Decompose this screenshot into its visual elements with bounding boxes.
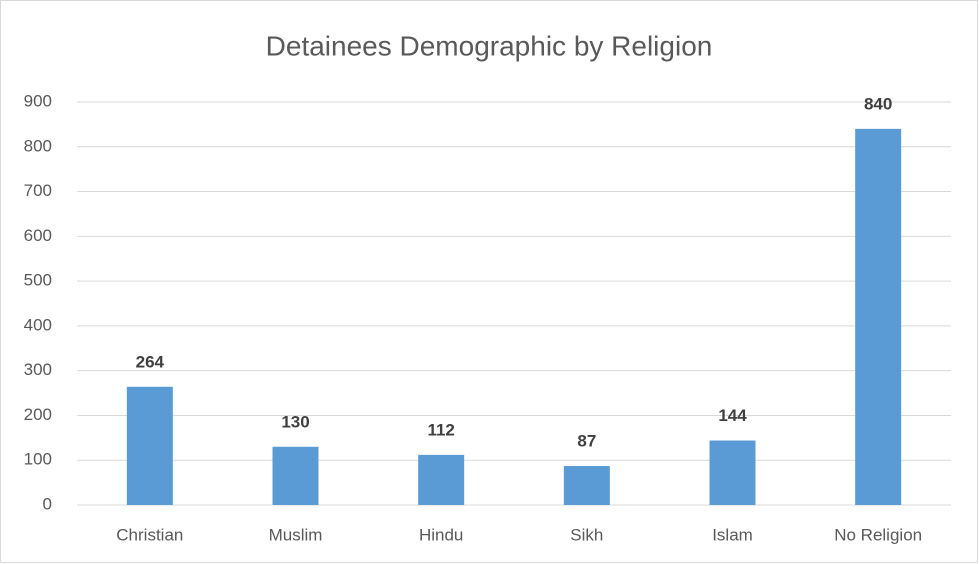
- y-tick-label: 800: [24, 136, 52, 155]
- x-tick-label: Sikh: [570, 525, 603, 544]
- x-tick-label: Muslim: [269, 525, 323, 544]
- y-tick-label: 600: [24, 226, 52, 245]
- bar: [563, 466, 610, 505]
- bar: [709, 440, 756, 505]
- x-tick-label: Christian: [116, 525, 183, 544]
- bar: [126, 386, 173, 505]
- x-tick-label: Hindu: [419, 525, 463, 544]
- y-tick-label: 700: [24, 181, 52, 200]
- y-tick-label: 900: [24, 91, 52, 110]
- y-tick-label: 0: [43, 494, 52, 513]
- y-tick-label: 100: [24, 450, 52, 469]
- data-label: 264: [136, 352, 165, 371]
- y-tick-label: 200: [24, 405, 52, 424]
- chart-title: Detainees Demographic by Religion: [266, 30, 713, 61]
- x-tick-label: No Religion: [834, 525, 922, 544]
- data-label: 840: [864, 94, 892, 113]
- data-label: 144: [718, 406, 747, 425]
- bar: [272, 446, 319, 505]
- y-tick-label: 300: [24, 360, 52, 379]
- bar: [855, 128, 902, 505]
- data-label: 112: [427, 420, 454, 439]
- data-label: 130: [281, 412, 309, 431]
- data-label: 87: [577, 432, 596, 451]
- y-tick-label: 500: [24, 271, 52, 290]
- bar: [418, 454, 465, 505]
- x-tick-label: Islam: [712, 525, 753, 544]
- y-tick-label: 400: [24, 315, 52, 334]
